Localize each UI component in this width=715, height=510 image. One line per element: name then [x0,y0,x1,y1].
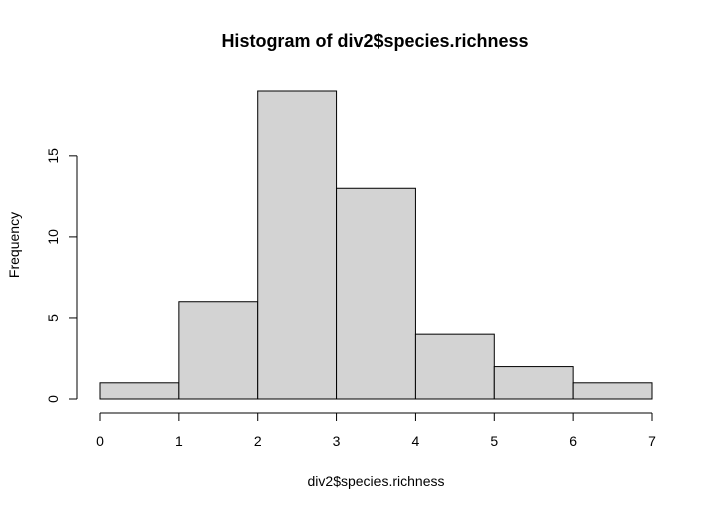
x-axis-label: div2$species.richness [308,473,445,489]
histogram-bar-0 [99,382,180,400]
x-tick-label-5: 5 [490,433,498,449]
histogram-bar-5 [493,366,574,400]
x-tick-label-1: 1 [175,433,183,449]
histogram-bar-3 [336,187,416,400]
histogram-bar-6 [572,382,653,400]
histogram-bar-4 [414,333,495,400]
bars-group [99,90,653,400]
x-tick-label-4: 4 [412,433,420,449]
x-tick-label-0: 0 [96,433,104,449]
histogram-bar-2 [257,90,338,400]
y-tick-label-1: 5 [45,314,61,322]
y-axis-label: Frequency [6,212,22,278]
x-tick-label-6: 6 [569,433,577,449]
y-tick-label-0: 0 [45,395,61,403]
x-tick-label-3: 3 [333,433,341,449]
chart-title: Histogram of div2$species.richness [221,31,528,51]
y-tick-label-3: 15 [45,148,61,164]
x-tick-label-2: 2 [254,433,262,449]
y-ticks-group: 0 5 10 15 [45,148,77,403]
y-tick-label-2: 10 [45,229,61,245]
x-tick-label-7: 7 [648,433,656,449]
histogram-bar-1 [178,301,259,400]
x-ticks-group: 0 1 2 3 4 5 6 7 [96,413,656,449]
